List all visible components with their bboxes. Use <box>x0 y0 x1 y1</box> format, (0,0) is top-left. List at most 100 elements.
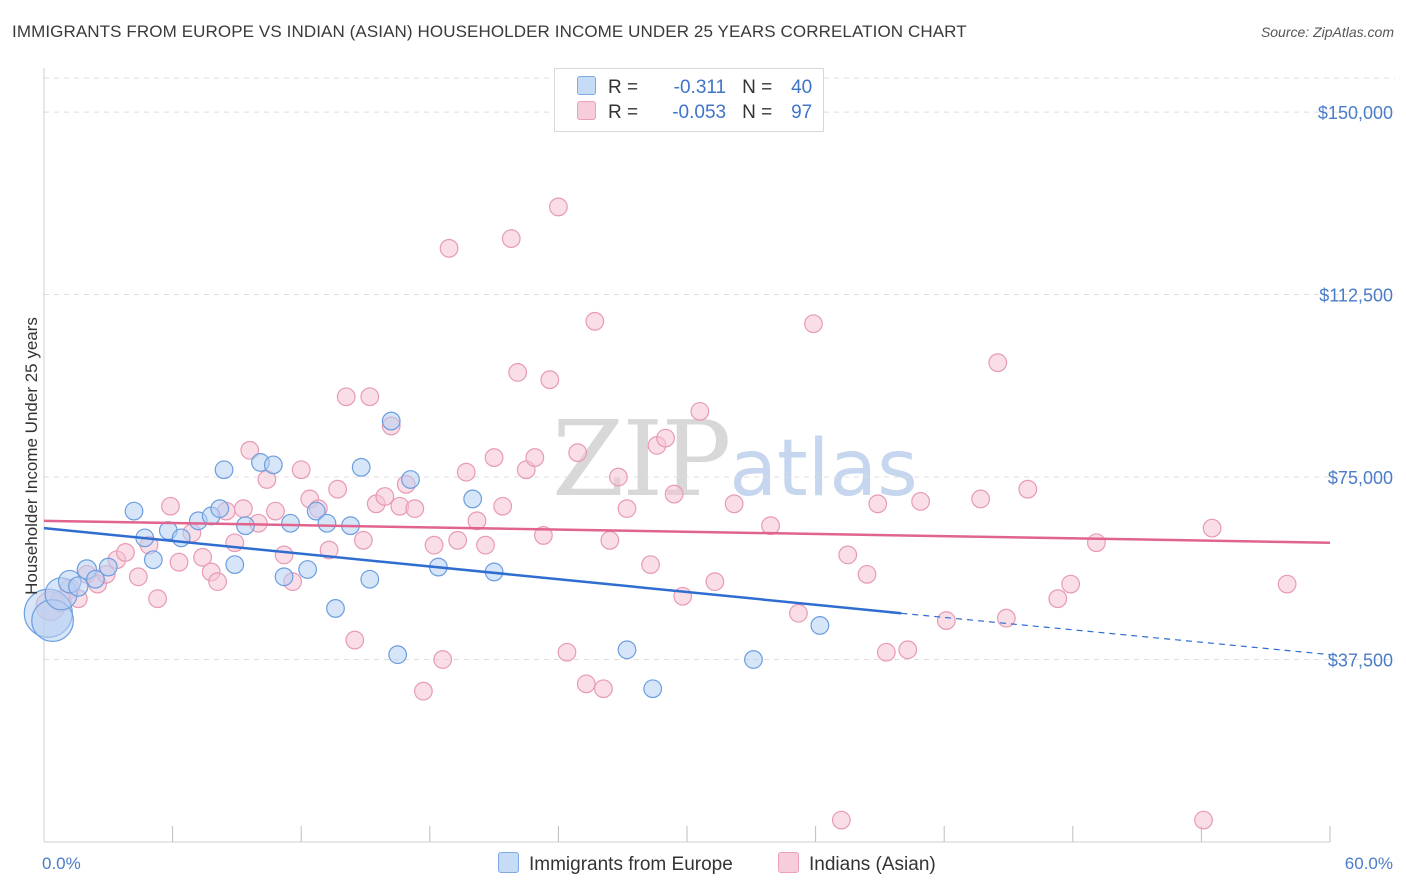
data-point-indians-asian <box>148 589 167 609</box>
data-point-immigrants-from-europe <box>263 455 283 475</box>
data-point-indians-asian <box>501 229 521 248</box>
data-point-indians-asian <box>609 467 628 487</box>
data-point-indians-asian <box>831 810 851 830</box>
y-tick-label: $37,500 <box>1328 651 1393 671</box>
data-point-immigrants-from-europe <box>617 640 637 660</box>
trend-line-indians-asian <box>43 519 1331 544</box>
data-point-indians-asian <box>568 443 588 463</box>
data-point-immigrants-from-europe <box>744 650 763 669</box>
data-point-indians-asian <box>291 460 311 480</box>
grid <box>44 77 1395 661</box>
data-point-indians-asian <box>328 479 348 499</box>
data-point-indians-asian <box>467 511 487 531</box>
data-point-immigrants-from-europe <box>360 569 380 589</box>
data-point-indians-asian <box>274 545 294 565</box>
data-point-immigrants-from-europe <box>643 679 663 699</box>
data-point-immigrants-from-europe <box>298 560 318 579</box>
data-point-indians-asian <box>484 448 504 467</box>
data-point-immigrants-from-europe <box>388 645 408 665</box>
trend-lines <box>43 519 1331 656</box>
data-point-indians-asian <box>433 650 453 669</box>
data-point-indians-asian <box>375 487 395 506</box>
data-point-immigrants-from-europe <box>124 501 144 521</box>
data-point-indians-asian <box>549 197 568 217</box>
data-point-immigrants-from-europe <box>810 616 830 635</box>
data-point-indians-asian <box>857 564 877 584</box>
legend-swatch-pink <box>577 101 596 120</box>
legend-n-value: 97 <box>791 102 813 123</box>
data-point-indians-asian <box>169 552 189 572</box>
x-tick-label-min: 0.0% <box>42 854 81 873</box>
data-point-indians-asian <box>1194 810 1213 830</box>
data-point-indians-asian <box>345 630 365 650</box>
data-point-indians-asian <box>690 401 710 421</box>
data-point-indians-asian <box>898 640 918 660</box>
data-point-indians-asian <box>448 530 468 550</box>
data-point-indians-asian <box>353 530 373 550</box>
data-point-immigrants-from-europe <box>463 489 483 509</box>
data-point-indians-asian <box>705 572 725 592</box>
legend-n-label: N = <box>742 102 773 123</box>
data-point-indians-asian <box>911 491 931 511</box>
data-point-immigrants-from-europe <box>214 460 234 480</box>
data-point-indians-asian <box>439 238 459 258</box>
data-point-indians-asian <box>540 370 560 390</box>
data-point-immigrants-from-europe <box>225 555 245 575</box>
data-point-immigrants-from-europe <box>306 501 326 521</box>
correlation-legend: R = -0.311 N = 40 R = -0.053 N = 97 <box>554 68 824 132</box>
data-point-indians-asian <box>533 526 553 545</box>
data-point-immigrants-from-europe <box>86 569 105 589</box>
data-point-indians-asian <box>161 496 180 516</box>
y-tick-label: $75,000 <box>1328 468 1393 488</box>
y-tick-label: $112,500 <box>1319 286 1393 306</box>
data-point-indians-asian <box>1061 574 1081 594</box>
data-point-indians-asian <box>557 642 577 662</box>
data-point-indians-asian <box>761 516 780 536</box>
bottom-legend-europe: Immigrants from Europe <box>498 852 733 876</box>
series-immigrants-from-europe <box>23 411 830 699</box>
data-point-immigrants-from-europe <box>401 470 420 489</box>
data-point-indians-asian <box>1277 574 1297 594</box>
data-point-indians-asian <box>1048 589 1068 609</box>
data-point-indians-asian <box>240 440 260 460</box>
data-point-immigrants-from-europe <box>210 499 230 519</box>
data-point-immigrants-from-europe <box>351 457 371 477</box>
axis-labels: $37,500 $75,000 $112,500 $150,000 0.0% 60.0% H… <box>22 103 1393 873</box>
data-point-indians-asian <box>319 540 339 560</box>
data-point-indians-asian <box>128 567 148 587</box>
data-point-indians-asian <box>1086 533 1106 553</box>
data-point-indians-asian <box>525 448 545 467</box>
trend-line-extension-immigrants-from-europe <box>901 612 1331 656</box>
trend-line-immigrants-from-europe <box>43 526 902 615</box>
bottom-legend-label: Immigrants from Europe <box>529 854 733 875</box>
data-point-immigrants-from-europe <box>274 567 294 587</box>
legend-r-value: -0.311 <box>673 77 727 98</box>
data-point-indians-asian <box>476 535 495 555</box>
bottom-legend-swatch-pink <box>778 852 799 873</box>
data-point-indians-asian <box>594 679 613 699</box>
data-point-immigrants-from-europe <box>68 576 89 597</box>
bottom-legend-label: Indians (Asian) <box>809 854 936 875</box>
legend-row-indians: R = -0.053 N = 97 <box>577 101 812 125</box>
data-point-immigrants-from-europe <box>171 528 191 548</box>
data-point-indians-asian <box>876 642 896 662</box>
y-tick-label: $150,000 <box>1318 103 1393 123</box>
data-point-indians-asian <box>971 489 991 509</box>
data-point-indians-asian <box>413 681 433 701</box>
data-point-indians-asian <box>641 555 660 575</box>
data-point-indians-asian <box>724 494 744 514</box>
data-point-indians-asian <box>656 428 675 448</box>
y-axis-label: Householder Income Under 25 years <box>22 317 41 595</box>
data-point-indians-asian <box>804 314 823 334</box>
data-point-indians-asian <box>988 353 1008 373</box>
data-point-indians-asian <box>789 603 808 623</box>
source-label: Source: ZipAtlas.com <box>1260 24 1394 40</box>
data-point-indians-asian <box>116 543 135 562</box>
legend-n-value: 40 <box>791 77 813 98</box>
legend-swatch-blue <box>577 76 596 95</box>
chart-title: IMMIGRANTS FROM EUROPE VS INDIAN (ASIAN)… <box>12 22 967 41</box>
data-point-indians-asian <box>585 311 605 331</box>
data-point-immigrants-from-europe <box>143 550 163 570</box>
legend-r-value: -0.053 <box>672 102 727 123</box>
